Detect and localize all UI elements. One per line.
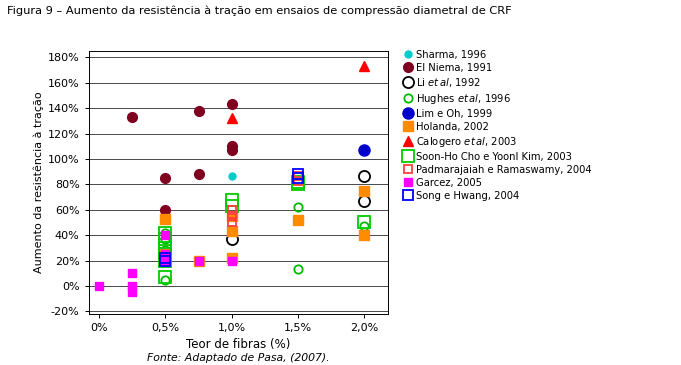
Y-axis label: Aumento da resistência à tração: Aumento da resistência à tração <box>33 92 44 273</box>
Legend: Sharma, 1996, El Niema, 1991, Li $\it{et\/al}$, 1992, Hughes $\it{et\/al}$, 1996: Sharma, 1996, El Niema, 1991, Li $\it{et… <box>400 46 596 205</box>
X-axis label: Teor de fibras (%): Teor de fibras (%) <box>186 338 291 351</box>
Text: Fonte: Adaptado de Pasa, (2007).: Fonte: Adaptado de Pasa, (2007). <box>147 353 330 363</box>
Text: Figura 9 – Aumento da resistência à tração em ensaios de compressão diametral de: Figura 9 – Aumento da resistência à traç… <box>7 5 511 16</box>
